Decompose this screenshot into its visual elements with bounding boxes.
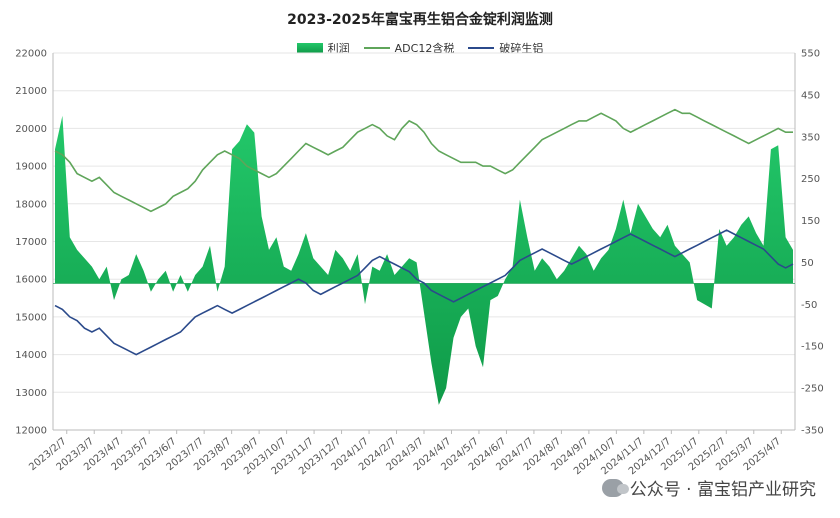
chart-title: 2023-2025年富宝再生铝合金锭利润监测 [287, 12, 553, 28]
y-left-tick-label: 13000 [15, 388, 47, 399]
y-left-tick-label: 22000 [15, 49, 47, 60]
legend-item-scrap[interactable]: 破碎生铝 [468, 40, 543, 56]
y-right-tick-label: -150 [801, 342, 824, 353]
y-left-tick-label: 18000 [15, 199, 47, 210]
watermark-text: 公众号 · 富宝铝产业研究 [629, 480, 816, 500]
legend-label-profit: 利润 [327, 42, 350, 55]
y-right-tick-label: 550 [801, 49, 820, 60]
y-left-tick-label: 19000 [15, 162, 47, 173]
legend-label-adc12: ADC12含税 [394, 42, 455, 55]
y-right-tick-label: 150 [801, 216, 820, 227]
y-left-tick-label: 14000 [15, 350, 47, 361]
legend-label-scrap: 破碎生铝 [499, 42, 544, 55]
y-right-tick-label: 250 [801, 174, 820, 185]
series-profit-area [55, 115, 793, 405]
y-right-tick-label: -50 [801, 300, 817, 311]
y-left-tick-label: 21000 [15, 86, 47, 97]
legend-swatch-scrap [468, 47, 495, 49]
y-left-tick-label: 12000 [15, 426, 47, 437]
watermark: 公众号 · 富宝铝产业研究 [601, 475, 816, 500]
legend-swatch-adc12 [363, 47, 390, 49]
legend-swatch-profit [296, 43, 323, 53]
wechat-icon [601, 478, 629, 497]
y-right-tick-label: -250 [801, 384, 824, 395]
y-left-tick-label: 20000 [15, 124, 47, 135]
legend-item-profit[interactable]: 利润 [296, 40, 350, 56]
y-right-tick-label: -350 [801, 426, 824, 437]
series-adc12-line [54, 108, 793, 213]
y-left-tick-label: 15000 [15, 312, 47, 323]
y-right-tick-label: 50 [801, 258, 814, 269]
y-left-tick-label: 16000 [15, 275, 47, 286]
y-right-tick-label: 350 [801, 132, 820, 143]
y-right-tick-label: 450 [801, 90, 820, 101]
series-scrap-line [54, 229, 794, 356]
legend-item-adc12[interactable]: ADC12含税 [363, 40, 455, 56]
chart-legend: 利润 ADC12含税 破碎生铝 [0, 40, 840, 56]
y-left-tick-label: 17000 [15, 237, 47, 248]
